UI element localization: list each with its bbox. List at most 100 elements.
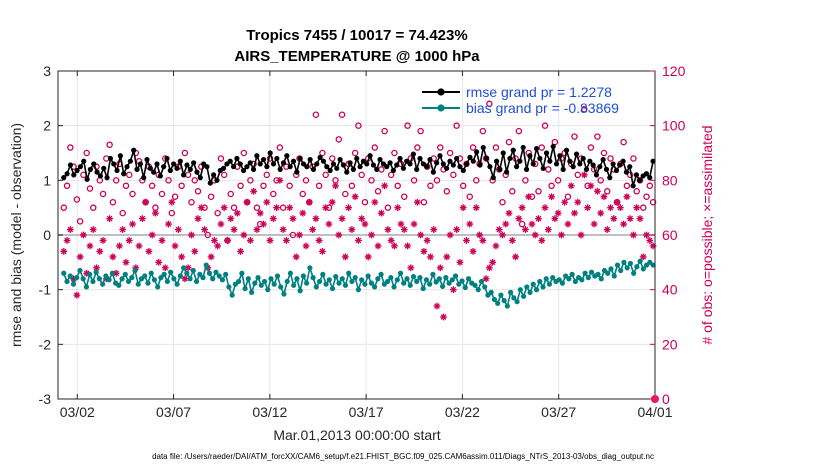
bias-point [61, 270, 67, 276]
bias-point [142, 273, 148, 279]
obs-assimilated-point [584, 204, 591, 212]
obs-possible-point [607, 155, 614, 162]
obs-assimilated-point [138, 215, 146, 222]
bias-point [495, 300, 501, 306]
obs-assimilated-point [590, 220, 598, 228]
bias-point [624, 265, 630, 271]
asterisk-stroke [555, 210, 561, 216]
obs-possible-point [299, 190, 307, 198]
asterisk-stroke [466, 221, 473, 227]
obs-assimilated-point [197, 204, 205, 212]
obs-assimilated-point [502, 220, 510, 228]
obs-assimilated-point [256, 209, 264, 217]
obs-assimilated-point [564, 220, 572, 228]
bias-point [203, 262, 209, 268]
asterisk-stroke [607, 204, 614, 211]
rmse-point [227, 158, 233, 164]
asterisk-stroke [381, 182, 388, 189]
obs-assimilated-point [210, 237, 218, 244]
y-ticks: -3 -2 -1 0 1 2 3 [39, 63, 63, 407]
rmse-point [324, 164, 330, 170]
rmse-point [503, 169, 510, 175]
obs-possible-point [486, 100, 493, 108]
bias-point [287, 270, 294, 276]
bias-point [119, 276, 125, 282]
bias-point [64, 278, 70, 285]
rmse-point [587, 158, 593, 164]
asterisk-stroke [106, 215, 113, 222]
legend-bias-marker [437, 104, 445, 112]
obs-assimilated-point [325, 220, 333, 228]
asterisk-stroke [93, 264, 100, 271]
rmse-point [394, 162, 400, 168]
rmse-point [220, 165, 227, 171]
asterisk-stroke [257, 210, 264, 216]
y2-ticks: 0 20 40 60 80 100 120 [650, 63, 686, 407]
obs-possible-point [181, 149, 189, 157]
asterisk-stroke [339, 215, 345, 222]
obs-assimilated-point [623, 193, 631, 201]
bias-point [355, 287, 362, 293]
bias-point [427, 281, 433, 287]
obs-assimilated-point [384, 226, 392, 233]
obs-assimilated-point [80, 231, 87, 239]
bias-point [80, 276, 86, 282]
rmse-point [490, 175, 496, 181]
obs-possible-point [230, 204, 238, 211]
bias-point [614, 262, 621, 268]
asterisk-stroke [545, 226, 552, 233]
obs-possible-point [89, 204, 97, 211]
x-axis-label: Mar.01,2013 00:00:00 start [273, 427, 440, 443]
asterisk-stroke [198, 204, 205, 211]
rmse-point [247, 160, 253, 166]
rmse-point [310, 166, 317, 172]
bias-point [274, 273, 281, 279]
obs-assimilated-point [577, 231, 585, 239]
rmse-point [593, 172, 600, 178]
obs-assimilated-point [400, 226, 408, 233]
rmse-point [174, 165, 180, 171]
rmse-point [387, 160, 393, 166]
asterisk-stroke [119, 226, 126, 233]
rmse-point [374, 166, 380, 172]
bias-point [508, 289, 514, 295]
obs-assimilated-point [214, 242, 222, 250]
asterisk-stroke [479, 237, 486, 244]
bias-point [180, 265, 187, 271]
rmse-point [454, 155, 460, 162]
rmse-point [400, 165, 406, 171]
obs-possible-point [338, 111, 346, 118]
rmse-point [71, 172, 77, 178]
bias-point [342, 282, 349, 288]
asterisk-stroke [355, 237, 362, 244]
obs-assimilated-point [348, 226, 356, 233]
obs-assimilated-point [106, 215, 114, 222]
bias-point [245, 276, 251, 282]
asterisk-stroke [512, 254, 519, 260]
obs-assimilated-point [420, 248, 428, 255]
asterisk-stroke [139, 215, 146, 222]
obs-assimilated-point [531, 231, 539, 239]
rmse-point [307, 156, 313, 163]
obs-assimilated-point [613, 198, 621, 206]
obs-assimilated-point [129, 220, 136, 228]
obs-assimilated-point [423, 237, 431, 244]
x-tick-label: 03/02 [60, 404, 95, 420]
asterisk-stroke [427, 254, 434, 260]
rmse-point [354, 155, 360, 162]
bias-point [135, 281, 141, 287]
rmse-point [650, 158, 656, 164]
obs-possible-point [148, 182, 156, 190]
obs-possible-point [253, 204, 261, 211]
asterisk-stroke [421, 248, 427, 255]
bias-point [533, 287, 540, 293]
bias-point [384, 278, 391, 285]
rmse-point [81, 158, 87, 164]
rmse-point [320, 158, 327, 164]
asterisk-stroke [610, 215, 617, 222]
obs-assimilated-point [535, 215, 542, 222]
bias-point [501, 298, 507, 304]
rmse-point [557, 153, 563, 159]
bias-point [611, 273, 617, 279]
asterisk-stroke [617, 204, 624, 211]
